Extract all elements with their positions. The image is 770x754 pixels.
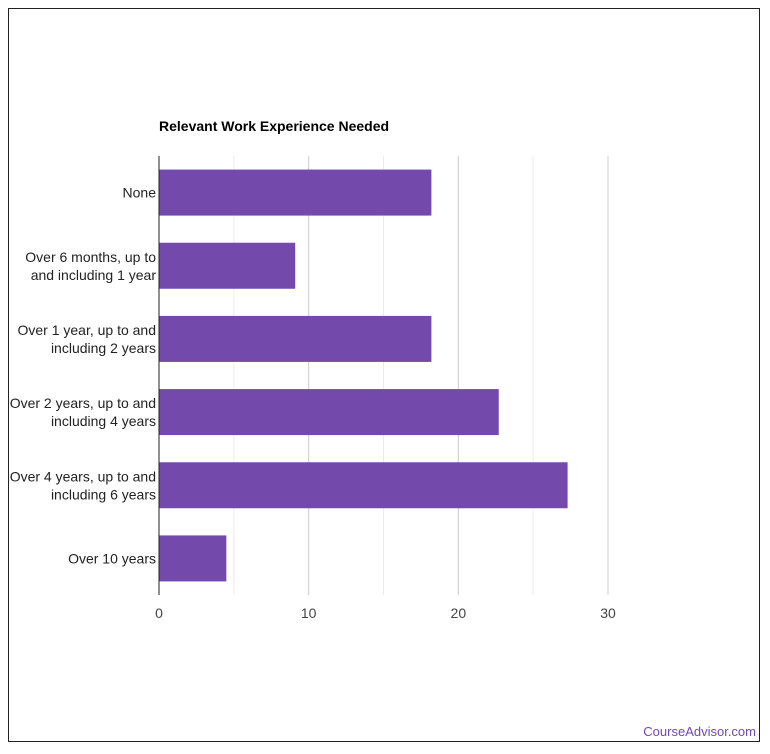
bar <box>159 315 432 362</box>
category-label-line: Over 6 months, up to <box>25 249 156 265</box>
bar <box>159 462 568 509</box>
category-label-line: including 2 years <box>51 340 156 356</box>
category-label: None <box>123 185 157 201</box>
x-tick-label: 0 <box>155 605 163 621</box>
category-label-line: Over 2 years, up to and <box>10 395 156 411</box>
x-tick-label: 10 <box>301 605 317 621</box>
category-label: Over 6 months, up to and including 1 year <box>25 249 156 283</box>
category-label: Over 2 years, up to and including 4 years <box>10 395 156 429</box>
bar <box>159 169 432 216</box>
chart-frame <box>8 8 760 742</box>
bar <box>159 389 499 436</box>
bar <box>159 242 296 289</box>
category-label-line: Over 1 year, up to and <box>17 322 156 338</box>
x-tick-label: 30 <box>600 605 616 621</box>
bar <box>159 535 227 582</box>
category-label: Over 10 years <box>68 550 156 566</box>
category-label-line: Over 4 years, up to and <box>10 468 156 484</box>
chart-title: Relevant Work Experience Needed <box>159 118 390 134</box>
category-label: Over 4 years, up to and including 6 years <box>10 468 156 502</box>
credit-link[interactable]: CourseAdvisor.com <box>643 724 756 739</box>
x-tick-label: 20 <box>451 605 467 621</box>
category-label-line: and including 1 year <box>31 267 157 283</box>
category-label-line: including 6 years <box>51 486 156 502</box>
category-label-line: including 4 years <box>51 413 156 429</box>
category-label-line: Over 10 years <box>68 550 156 566</box>
category-label: Over 1 year, up to and including 2 years <box>17 322 156 356</box>
category-label-line: None <box>123 185 157 201</box>
